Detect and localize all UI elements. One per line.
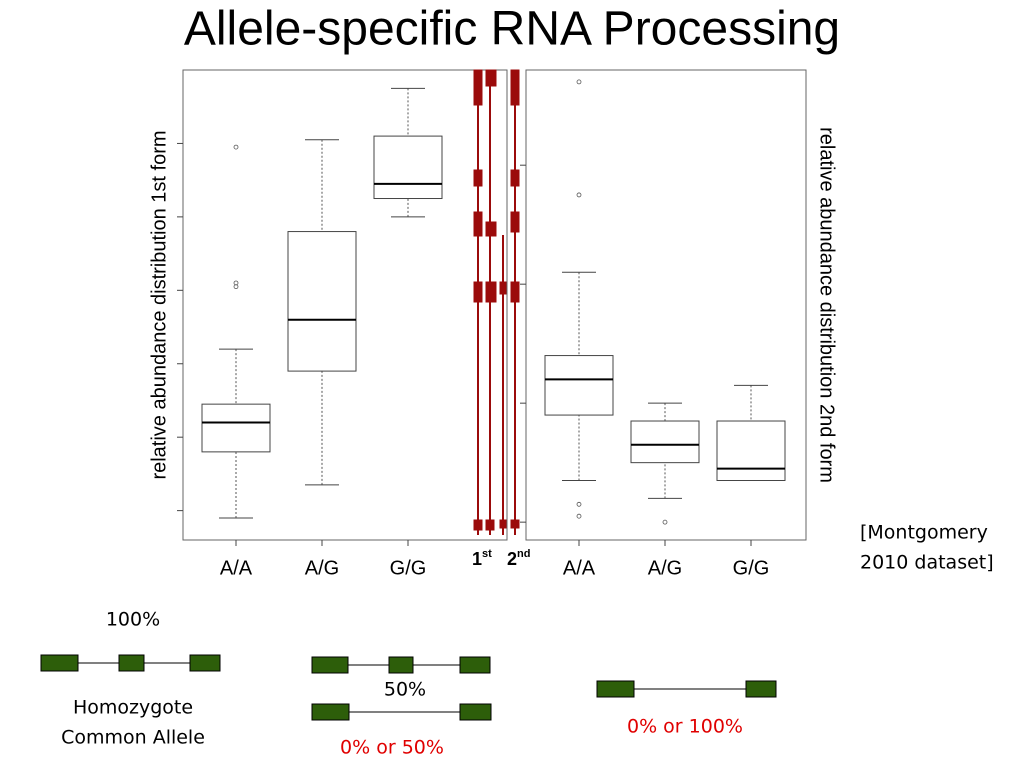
isoform-number: 2 — [507, 549, 517, 569]
isoform-label: 1st — [472, 548, 492, 569]
y-axis-label: relative abundance distribution 1st form — [148, 130, 170, 479]
diagram-label: 100% — [106, 609, 160, 631]
slide-title: Allele-specific RNA Processing — [184, 3, 840, 56]
citation: 2010 dataset] — [860, 552, 994, 574]
isoform-suffix: st — [482, 548, 492, 560]
x-tick-label: A/G — [648, 557, 682, 579]
box — [201, 403, 271, 453]
box — [287, 231, 357, 372]
gene-structure — [473, 69, 520, 535]
x-tick-label: A/A — [220, 557, 253, 579]
box — [716, 420, 786, 482]
x-tick-label: A/G — [305, 557, 339, 579]
outlier — [233, 144, 239, 150]
diagram-caption: Common Allele — [61, 727, 205, 749]
outlier — [576, 79, 582, 85]
citation: [Montgomery — [860, 522, 988, 544]
outlier — [576, 501, 582, 507]
diagram-caption: 0% or 100% — [627, 716, 743, 738]
box — [373, 135, 443, 200]
diagram-caption: 0% or 50% — [340, 737, 444, 759]
outlier — [576, 192, 582, 198]
isoform-number: 1 — [472, 549, 482, 569]
isoform-suffix: nd — [517, 548, 530, 560]
y-axis-label: relative abundance distribution 2nd form — [816, 127, 838, 483]
isoform-label: 2nd — [507, 548, 530, 569]
box — [544, 355, 614, 416]
outlier — [233, 284, 239, 290]
x-tick-label: G/G — [733, 557, 770, 579]
diagram-label: 50% — [384, 679, 426, 701]
box — [630, 420, 700, 464]
outlier — [662, 519, 668, 525]
x-tick-label: A/A — [563, 557, 596, 579]
exon-diagrams — [40, 654, 777, 721]
plot-frame — [525, 69, 807, 541]
diagram-caption: Homozygote — [73, 697, 193, 719]
plot-frame — [182, 69, 508, 541]
x-tick-label: G/G — [390, 557, 427, 579]
outlier — [576, 513, 582, 519]
